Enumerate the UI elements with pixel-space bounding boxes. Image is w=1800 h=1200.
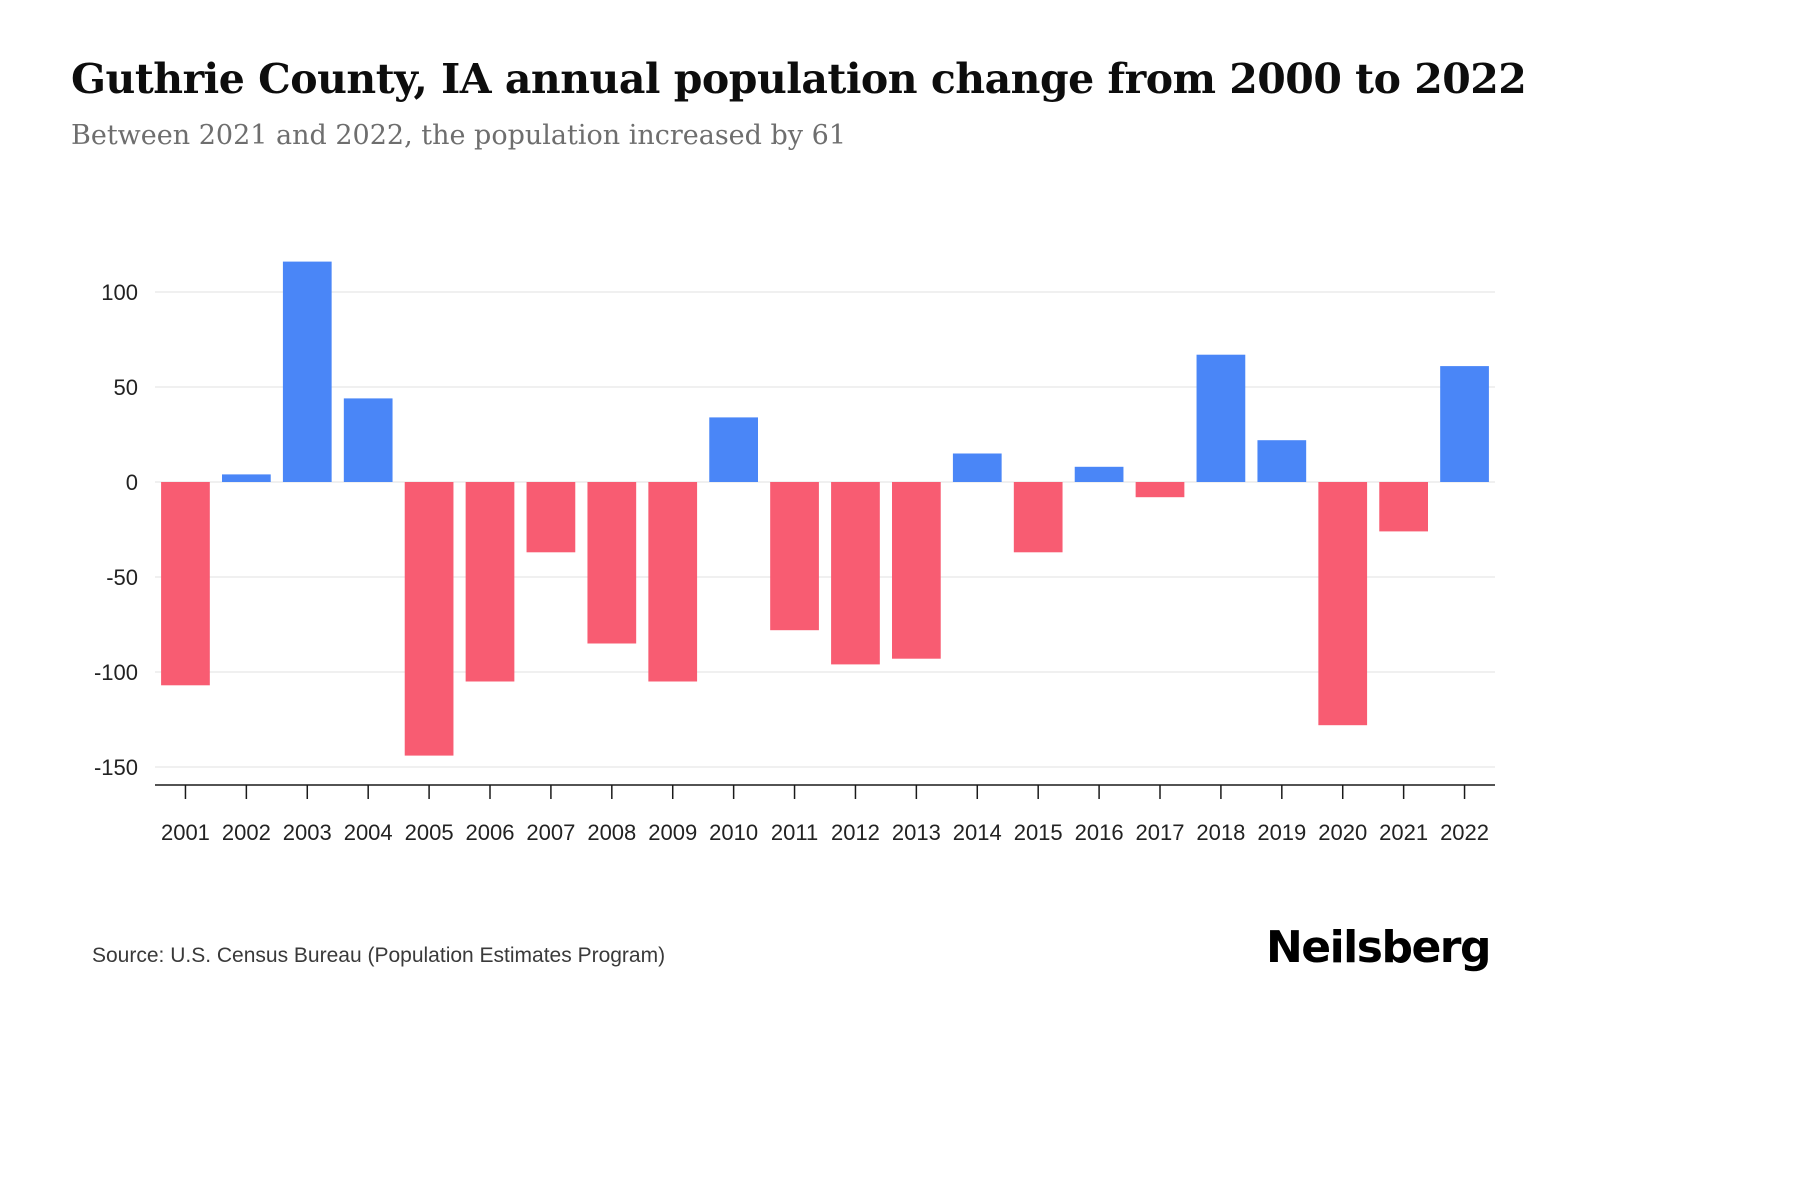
bar-2018: [1196, 354, 1246, 482]
bar-2014: [952, 453, 1002, 482]
y-tick-label: -100: [94, 660, 138, 685]
bar-2017: [1135, 482, 1185, 498]
bar-2006: [465, 482, 515, 682]
x-tick-label: 2015: [1014, 820, 1063, 845]
x-tick-label: 2001: [161, 820, 210, 845]
x-tick-label: 2007: [526, 820, 575, 845]
bar-2010: [709, 417, 758, 482]
y-tick-label: 0: [126, 470, 138, 495]
page-title: Guthrie County, IA annual population cha…: [71, 55, 1527, 103]
x-tick-label: 2005: [405, 820, 454, 845]
bar-2011: [770, 482, 819, 631]
y-tick-label: -150: [94, 755, 138, 780]
bar-2013: [892, 482, 941, 659]
y-tick-label: 100: [101, 280, 138, 305]
bar-2015: [1013, 482, 1063, 553]
bar-2016: [1074, 466, 1124, 482]
bar-2021: [1379, 482, 1428, 532]
x-tick-label: 2016: [1075, 820, 1124, 845]
x-tick-label: 2011: [771, 820, 818, 845]
x-tick-label: 2006: [466, 820, 515, 845]
x-tick-label: 2012: [831, 820, 880, 845]
bar-2002: [222, 474, 271, 482]
bar-2022: [1440, 366, 1489, 482]
x-tick-label: 2009: [648, 820, 697, 845]
bar-2008: [587, 482, 637, 644]
bar-2019: [1257, 440, 1307, 482]
page-subtitle: Between 2021 and 2022, the population in…: [71, 120, 846, 151]
bar-2003: [282, 261, 332, 482]
x-tick-label: 2003: [283, 820, 332, 845]
x-tick-label: 2020: [1318, 820, 1367, 845]
y-tick-label: 50: [114, 375, 138, 400]
bar-2007: [526, 482, 576, 553]
bar-2001: [161, 482, 210, 686]
x-tick-label: 2008: [587, 820, 636, 845]
bar-2005: [404, 482, 454, 756]
x-tick-label: 2018: [1196, 820, 1245, 845]
bar-2020: [1318, 482, 1368, 726]
x-tick-label: 2019: [1257, 820, 1306, 845]
neilsberg-logo: Neilsberg: [1265, 922, 1492, 973]
x-tick-label: 2002: [222, 820, 271, 845]
x-tick-label: 2022: [1440, 820, 1489, 845]
source-note: Source: U.S. Census Bureau (Population E…: [92, 944, 666, 967]
y-tick-label: -50: [106, 565, 138, 590]
x-tick-label: 2017: [1136, 820, 1185, 845]
x-tick-label: 2021: [1379, 820, 1428, 845]
bar-2009: [648, 482, 698, 682]
bar-2004: [343, 398, 393, 482]
x-tick-label: 2014: [953, 820, 1002, 845]
x-tick-label: 2004: [344, 820, 393, 845]
x-tick-label: 2010: [709, 820, 758, 845]
bar-2012: [831, 482, 880, 665]
x-tick-label: 2013: [892, 820, 941, 845]
